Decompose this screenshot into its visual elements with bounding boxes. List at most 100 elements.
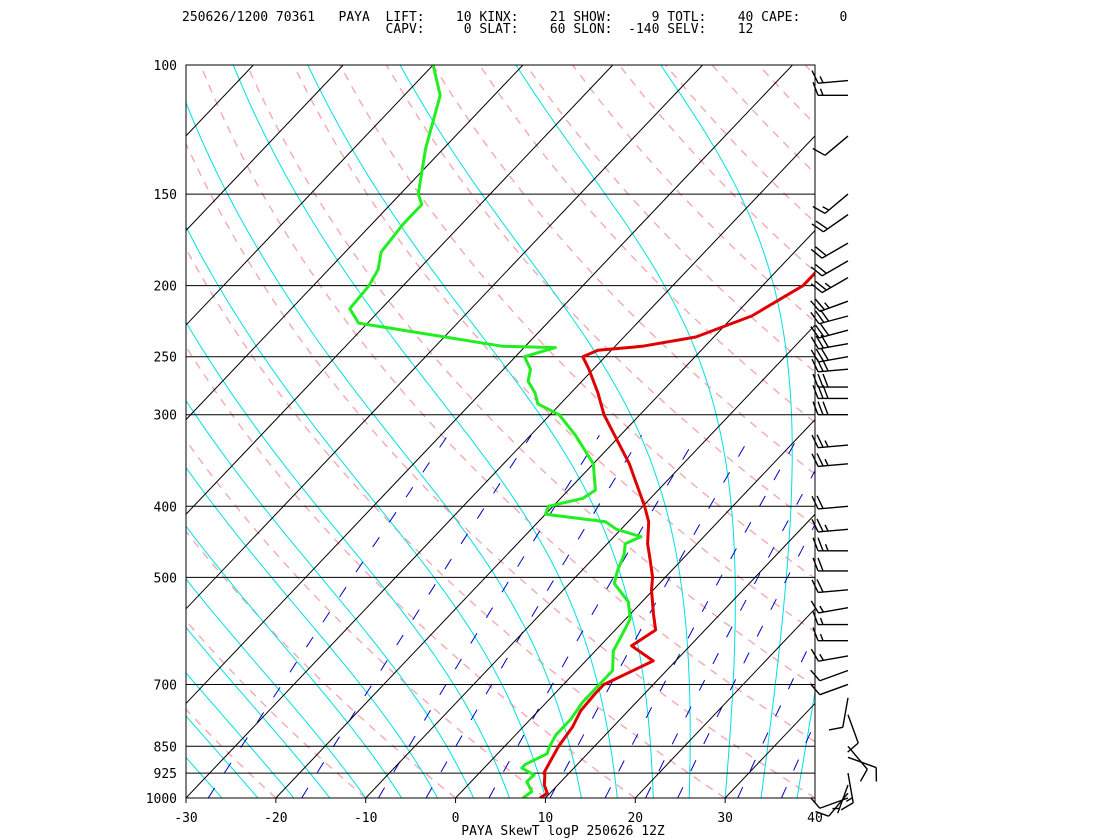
dry-adiabat [186,142,815,798]
pressure-tick-label: 500 [154,571,177,586]
wind-barb-feather [816,453,824,467]
wind-barb-feather [815,246,827,257]
mixing-ratio-line [737,632,815,798]
wind-barb-feather [810,283,823,294]
wind-barb-feather [815,263,827,274]
wind-barb-shaft [818,606,849,614]
wind-barb-half-feather [824,544,829,552]
wind-barb-feather [810,311,820,325]
wind-barb [812,627,848,642]
wind-barb [812,401,848,416]
wind-barb-feather [812,147,826,156]
isotherm-line [365,324,815,798]
mixing-ratio-line [301,435,532,798]
wind-barb [812,82,848,97]
dry-adiabat [804,65,815,77]
moist-adiabat [186,101,582,798]
wind-barb-feather [822,401,829,415]
moist-adiabat [186,715,259,798]
wind-barb-feather [812,205,826,214]
sounding-header: 250626/1200 70361 PAYA LIFT: 10 KINX: 21… [0,0,1120,44]
wind-barb [812,537,848,552]
pressure-tick-label: 400 [154,500,177,515]
wind-barb-feather [847,742,859,753]
wind-barb-half-feather [819,605,824,613]
pressure-tick-label: 925 [154,767,177,782]
temperature-tick-label: 30 [717,811,733,826]
chart-title: PAYA SkewT logP 250626 12Z [461,824,665,839]
moist-adiabat [186,756,223,798]
wind-barb-feather [812,627,819,641]
wind-barb-feather [822,373,829,388]
temperature-tick-label: 20 [627,811,643,826]
wind-barb-feather [810,648,820,662]
dry-adiabat [246,65,815,688]
temperature-tick-label: 10 [538,811,554,826]
wind-barb-feather [812,373,819,388]
dry-adiabat [852,65,1120,798]
wind-barb-feather [810,266,823,277]
wind-barb-feather [859,768,868,782]
wind-barb-shaft [828,792,849,817]
isotherm-line [0,65,163,798]
dry-adiabat [186,708,277,798]
wind-barb-feather [817,557,824,572]
wind-barb [811,70,849,84]
wind-barb-feather [820,347,829,361]
wind-barb [847,745,868,782]
wind-barb [810,276,849,294]
wind-barb-feather [815,810,829,817]
wind-barb-feather [812,557,819,572]
pressure-tick-label: 100 [154,59,177,74]
moist-adiabat [186,399,474,798]
wind-barb-shaft [847,745,868,770]
wind-barb-feather [815,335,824,349]
mixing-ratio-line [549,435,752,798]
wind-barb-feather [810,326,820,339]
wind-barb-feather [815,280,827,291]
wind-barb-feather [810,336,820,350]
pressure-tick-label: 300 [154,409,177,424]
wind-barb-half-feather [824,440,829,448]
isotherm-line [905,65,1120,798]
wind-barb-feather [815,348,824,362]
wind-barb-feather [810,683,821,696]
isobars [186,65,815,798]
wind-barb [810,648,849,662]
wind-barb-feather [817,373,824,388]
mixing-ratio-line [677,523,815,798]
isotherm-line [186,135,815,798]
wind-barb-feather [815,324,825,338]
mixing-ratio-line [488,435,698,798]
dry-adiabat [186,345,636,798]
wind-barb-half-feather [819,76,824,84]
wind-barb-feather [840,802,854,811]
dry-adiabat [385,65,815,527]
wind-barb-feather [812,401,819,415]
wind-barb-shaft [847,714,859,744]
wind-barb-feather [814,298,826,311]
isotherms [0,65,1120,798]
isotherm-line [186,65,614,515]
temperature-tick-label: -20 [264,811,287,826]
wind-barb-half-feather [824,302,830,309]
wind-barb-feather [810,349,820,363]
temperature-tick-label: 0 [452,811,460,826]
moist-adiabat [515,65,736,798]
wind-barb-feather [816,495,824,509]
wind-barb-feather [810,600,820,614]
isotherm-line [0,65,74,798]
wind-barb-feather [811,496,819,510]
wind-barb-shaft [824,135,849,156]
wind-barb-feather [817,401,824,415]
moist-adiabat [796,688,815,798]
wind-barb [810,669,849,682]
pressure-tick-label: 200 [154,280,177,295]
pressure-tick-label: 850 [154,740,177,755]
wind-barb [847,714,859,753]
wind-barb-feather [817,537,824,552]
dry-adiabat [758,65,815,126]
wind-barb [810,323,849,339]
wind-barb-half-feather [819,633,824,641]
wind-barb-feather [812,82,819,96]
